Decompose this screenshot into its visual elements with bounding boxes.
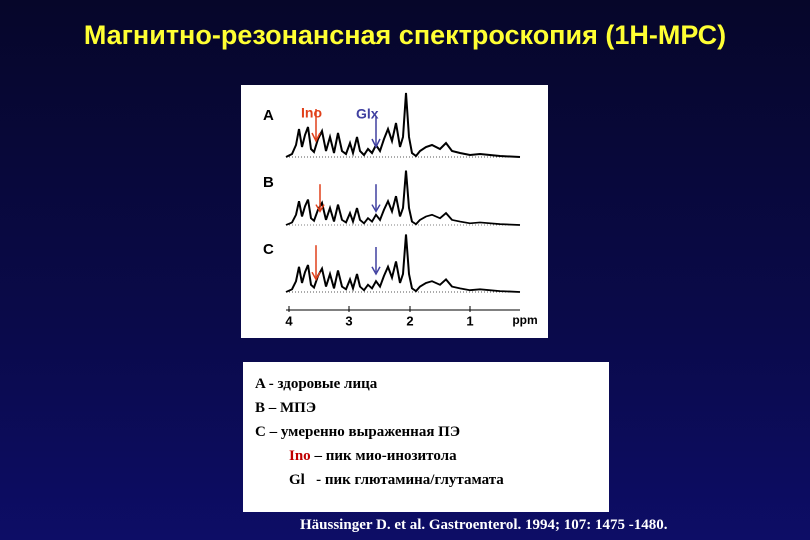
abbrev-term: Ino — [289, 448, 311, 464]
axis-tick-label: 3 — [345, 313, 352, 328]
citation: Häussinger D. et al. Gastroenterol. 1994… — [300, 517, 668, 533]
legend-abbrev: Gl - пик глютамина/глутамата — [255, 468, 609, 492]
row-label: B — [263, 174, 274, 191]
spectrum-row — [285, 169, 521, 226]
figure-background — [241, 85, 548, 338]
legend-abbrev: Ino – пик мио-инозитола — [255, 444, 609, 468]
axis-tick-label: 1 — [466, 313, 473, 328]
axis-tick-label: 4 — [285, 313, 293, 328]
glx-label: Glx — [356, 106, 379, 122]
spectrum-row — [285, 92, 521, 158]
legend-box: A - здоровые лица B – МПЭ C – умеренно в… — [243, 362, 609, 512]
axis-tick-label: 2 — [406, 313, 413, 328]
legend-line: B – МПЭ — [255, 400, 317, 416]
abbrev-term: Gl — [289, 472, 305, 488]
abbrev-text: – пик мио-инозитола — [314, 448, 457, 464]
row-label: A — [263, 107, 274, 124]
abbrev-text: - пик глютамина/глутамата — [316, 472, 504, 488]
row-label: C — [263, 241, 274, 258]
spectrum-row — [285, 233, 521, 293]
ino-label: Ino — [301, 105, 322, 121]
axis-unit: ppm — [512, 313, 537, 327]
slide-title: Магнитно-резонансная спектроскопия (1Н-М… — [83, 20, 727, 50]
legend-line: C – умеренно выраженная ПЭ — [255, 424, 461, 440]
legend-line: A - здоровые лица — [255, 376, 378, 392]
